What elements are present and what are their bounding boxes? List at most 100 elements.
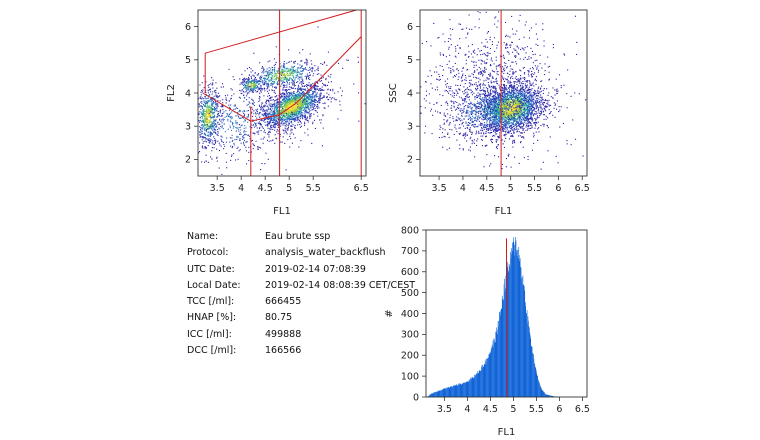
scatter-point [264, 114, 266, 116]
scatter-point [291, 108, 293, 110]
scatter-point [509, 80, 511, 82]
scatter-point [510, 84, 512, 86]
scatter-point [321, 145, 323, 147]
scatter-point [210, 156, 212, 158]
scatter-point [294, 105, 296, 107]
scatter-point [286, 80, 288, 82]
scatter-point [491, 120, 493, 122]
scatter-point [226, 113, 228, 115]
scatter-point [488, 93, 490, 95]
scatter-point [311, 94, 313, 96]
scatter-point [267, 71, 269, 73]
scatter-point [259, 127, 261, 129]
scatter-point [311, 67, 313, 69]
scatter-point [272, 128, 274, 130]
scatter-point [486, 99, 488, 101]
scatter-point [300, 96, 302, 98]
scatter-point [525, 104, 527, 106]
scatter-point [271, 99, 273, 101]
scatter-point [202, 115, 204, 117]
scatter-point [257, 85, 259, 87]
scatter-point [274, 75, 276, 77]
scatter-point [287, 69, 289, 71]
scatter-point [305, 67, 307, 69]
scatter-point [479, 87, 481, 89]
scatter-point [319, 95, 321, 97]
scatter-point [291, 121, 293, 123]
scatter-point [535, 104, 537, 106]
scatter-point [277, 112, 279, 114]
scatter-point [211, 105, 213, 107]
scatter-point [259, 90, 261, 92]
scatter-point [517, 104, 519, 106]
scatter-point [292, 118, 294, 120]
scatter-point [315, 99, 317, 101]
scatter-point [245, 150, 247, 152]
scatter-point [490, 93, 492, 95]
scatter-point [326, 92, 328, 94]
scatter-point [304, 123, 306, 125]
scatter-point [526, 111, 528, 113]
scatter-point [300, 87, 302, 89]
scatter-point [236, 127, 238, 129]
scatter-point [317, 101, 319, 103]
scatter-point [205, 117, 207, 119]
scatter-point [536, 112, 538, 114]
scatter-point [498, 127, 500, 129]
scatter-point [307, 112, 309, 114]
scatter-point [272, 112, 274, 114]
scatter-point [270, 103, 272, 105]
scatter-point [232, 139, 234, 141]
scatter-point [286, 105, 288, 107]
scatter-point [312, 92, 314, 94]
scatter-point [281, 68, 283, 70]
scatter-point [284, 74, 286, 76]
scatter-point [206, 116, 208, 118]
scatter-point [211, 126, 213, 128]
scatter-point [275, 116, 277, 118]
scatter-point [251, 160, 253, 162]
scatter-point [501, 91, 503, 93]
scatter-point [503, 99, 505, 101]
scatter-point [291, 104, 293, 106]
scatter-point [493, 119, 495, 121]
scatter-point [209, 126, 211, 128]
scatter-point [519, 135, 521, 137]
scatter-point [503, 86, 505, 88]
scatter-point [271, 114, 273, 116]
scatter-point [517, 92, 519, 94]
scatter-point [291, 75, 293, 77]
scatter-point [316, 96, 318, 98]
scatter-point [304, 88, 306, 90]
scatter-point [209, 119, 211, 121]
scatter-point [277, 71, 279, 73]
scatter-point [281, 71, 283, 73]
scatter-point [276, 70, 278, 72]
scatter-point [316, 87, 318, 89]
scatter-point [277, 116, 279, 118]
scatter-point [207, 85, 209, 87]
scatter-point [199, 151, 201, 153]
scatter-point [488, 96, 490, 98]
scatter-point [327, 84, 329, 86]
scatter-point [316, 73, 318, 75]
scatter-point [272, 104, 274, 106]
scatter-point [203, 100, 205, 102]
scatter-point [254, 85, 256, 87]
scatter-point [239, 127, 241, 129]
scatter-point [207, 92, 209, 94]
scatter-point [282, 118, 284, 120]
scatter-point [303, 89, 305, 91]
scatter-point [283, 120, 285, 122]
scatter-point [248, 101, 250, 103]
scatter-point [293, 95, 295, 97]
scatter-point [288, 108, 290, 110]
scatter-point [214, 110, 216, 112]
scatter-point [263, 83, 265, 85]
scatter-point [265, 152, 267, 154]
scatter-point [289, 68, 291, 70]
scatter-point [267, 95, 269, 97]
scatter-point [276, 120, 278, 122]
scatter-point [497, 95, 499, 97]
scatter-point [206, 115, 208, 117]
